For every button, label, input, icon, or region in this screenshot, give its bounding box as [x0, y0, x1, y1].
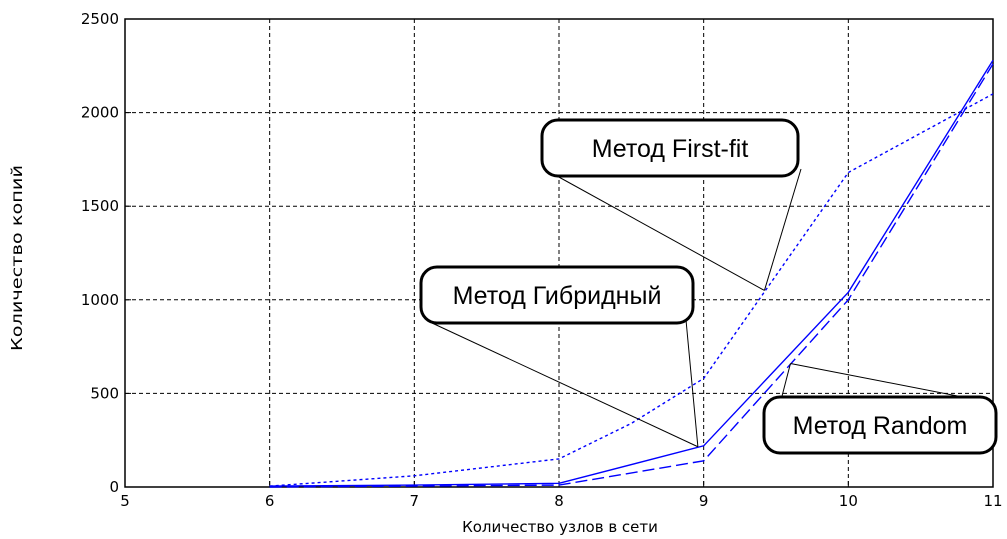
- x-tick-label: 9: [699, 492, 709, 510]
- x-tick-label: 5: [120, 492, 130, 510]
- annotation-label: Метод Гибридный: [453, 282, 662, 310]
- y-tick-label: 0: [109, 478, 119, 496]
- grid: [125, 19, 993, 487]
- x-tick-label: 10: [839, 492, 858, 510]
- x-tick-label: 7: [410, 492, 420, 510]
- annotation-label: Метод First-fit: [592, 135, 749, 163]
- series-line-1: [269, 93, 994, 487]
- series-line-2: [269, 59, 994, 487]
- y-tick-label: 1500: [81, 197, 119, 215]
- annotation-pointer: [431, 322, 699, 448]
- y-axis-label: Количество копий: [8, 165, 26, 351]
- y-tick-label: 2000: [81, 104, 119, 122]
- x-tick-label: 11: [983, 492, 1002, 510]
- annotation-label: Метод Random: [793, 412, 968, 440]
- x-tick-label: 8: [554, 492, 564, 510]
- y-tick-label: 2500: [81, 10, 119, 28]
- annotation-box: [540, 118, 800, 178]
- annotation-pointer: [556, 175, 765, 291]
- y-tick-label: 1000: [81, 291, 119, 309]
- annotation-pointer: [763, 168, 802, 291]
- annotation-pointer: [780, 363, 791, 401]
- y-tick-label: 500: [90, 384, 119, 402]
- series-lines: [269, 59, 994, 488]
- y-tick-labels: 0 500 1000 1500 2000 2500: [81, 10, 131, 496]
- x-tick-label: 6: [265, 492, 275, 510]
- x-tick-labels: 5 6 7 8 9 10 11: [120, 481, 1003, 510]
- annotation-pointer: [685, 319, 699, 447]
- annotation-box: [419, 265, 695, 325]
- x-axis-label: Количество узлов в сети: [462, 518, 658, 536]
- annotations: Метод First-fit Метод Гибридный Метод Rand…: [419, 118, 998, 455]
- annotation-box: [762, 395, 998, 455]
- annotation-pointer: [790, 362, 979, 401]
- series-line-3: [269, 63, 994, 488]
